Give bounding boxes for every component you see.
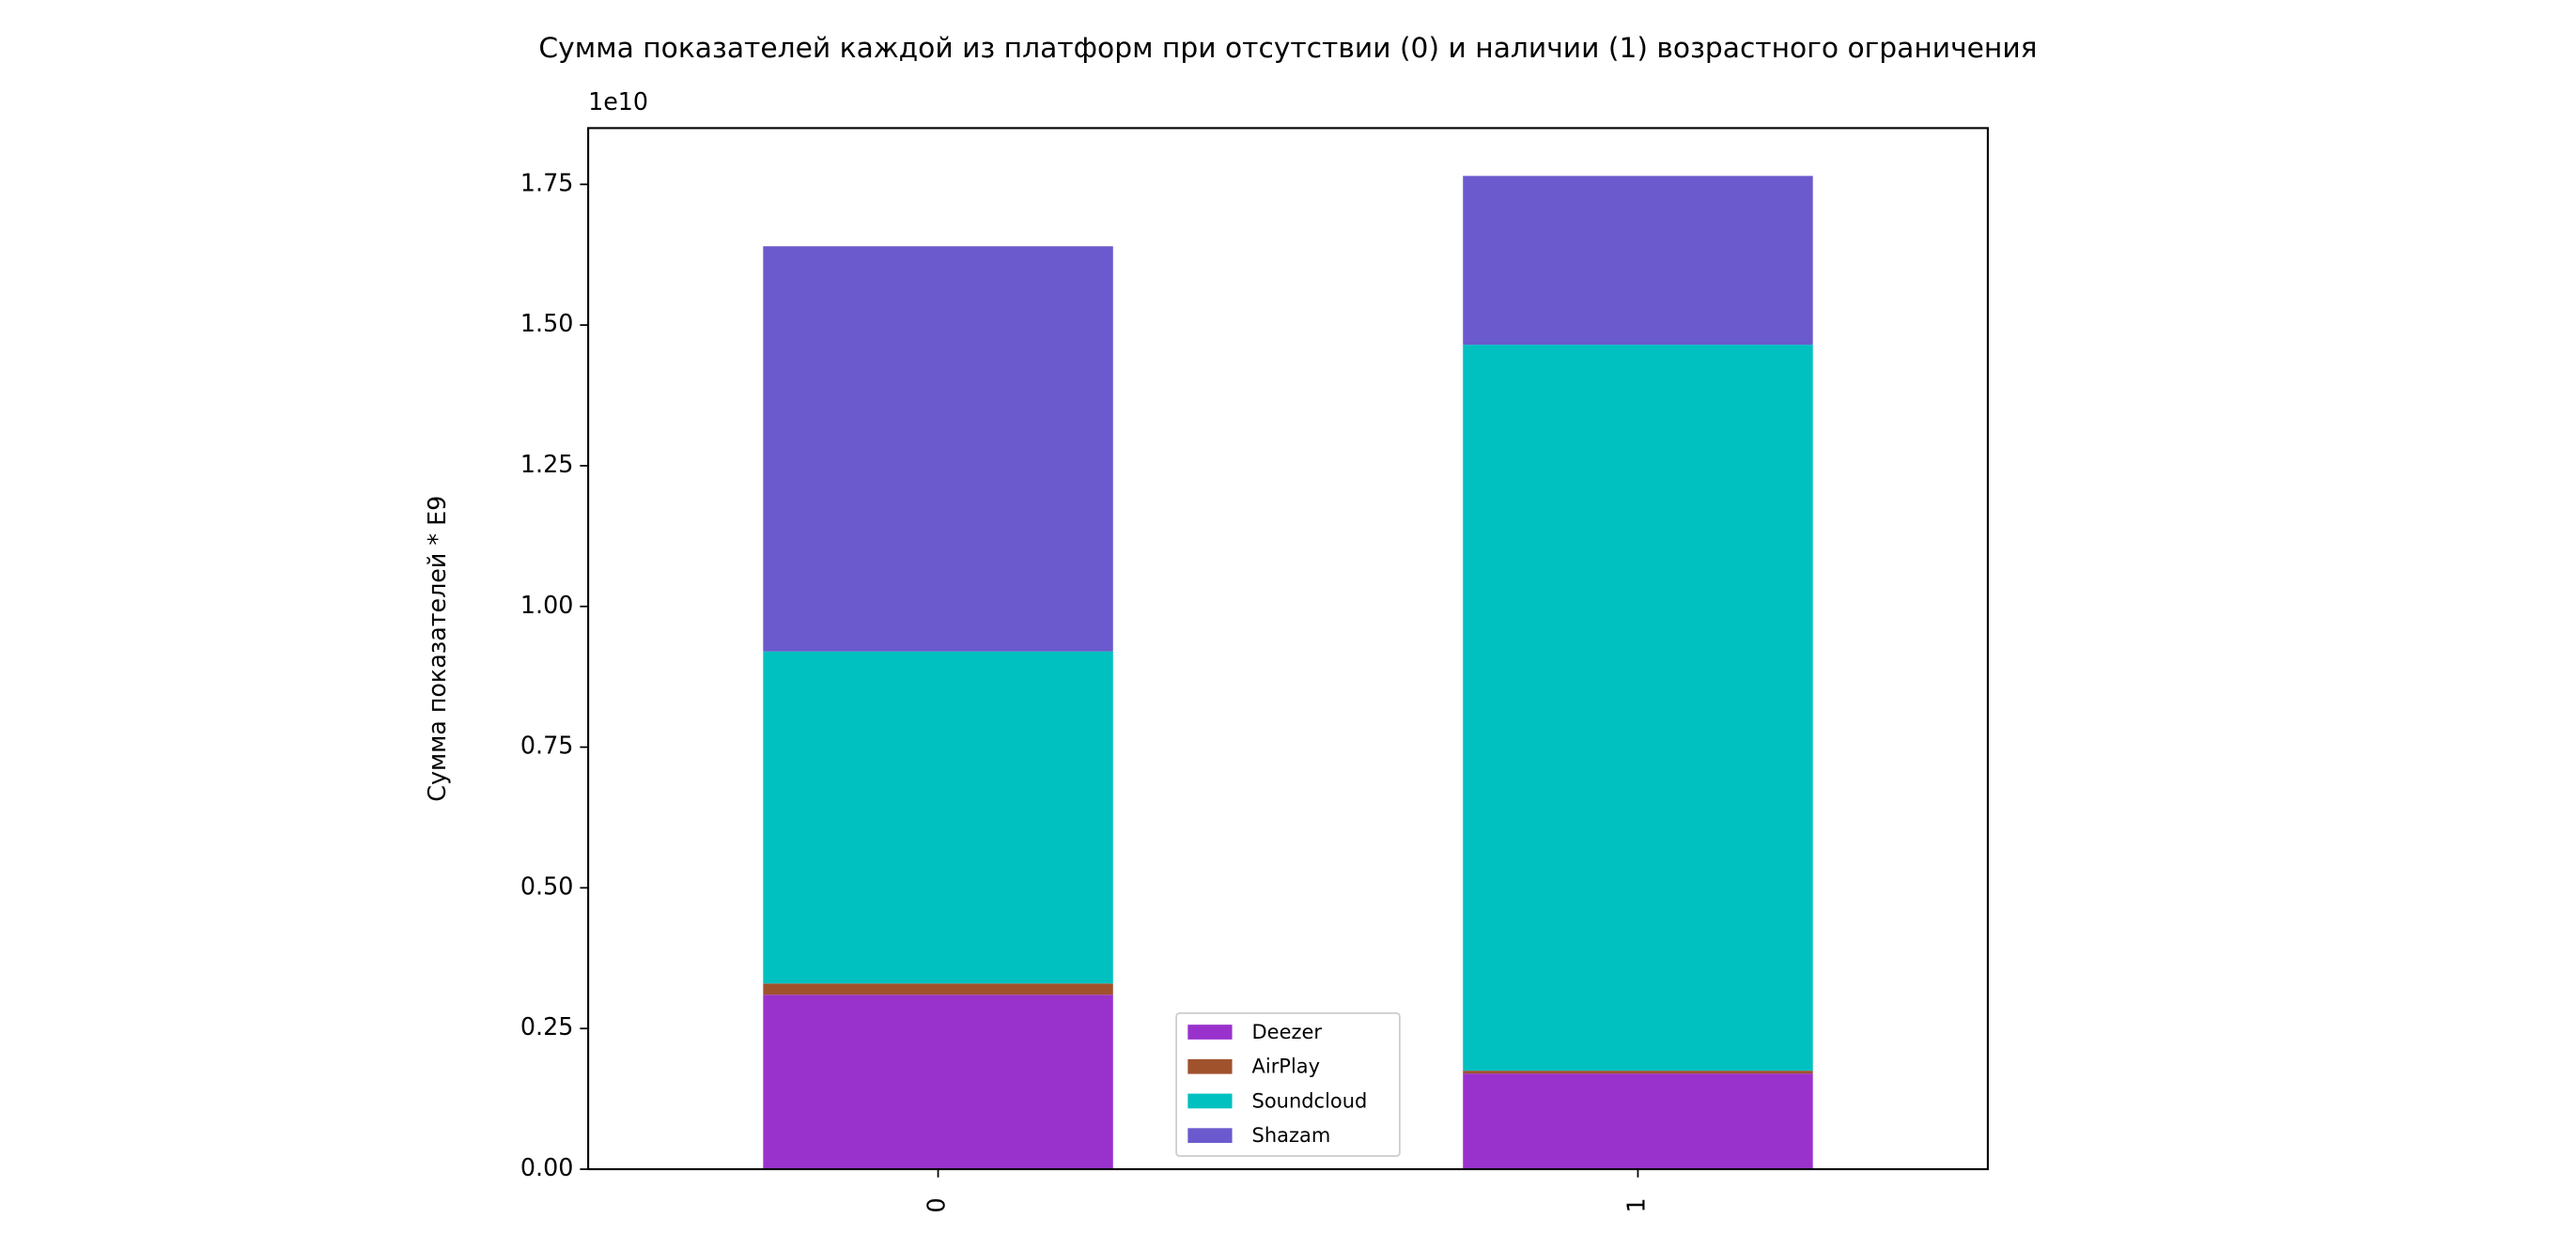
bar-segment (1463, 1073, 1813, 1170)
legend-label: Deezer (1252, 1021, 1323, 1043)
bar-segment (763, 246, 1113, 652)
bar-segment (763, 983, 1113, 995)
chart-title: Сумма показателей каждой из платформ при… (538, 32, 2037, 65)
y-tick-label: 1.75 (520, 168, 573, 196)
bar-segment (763, 995, 1113, 1170)
axes-frame (587, 127, 1989, 1171)
y-tick-label: 1.00 (520, 591, 573, 619)
legend-label: AirPlay (1252, 1056, 1321, 1078)
bar-segment (1463, 1071, 1813, 1074)
bar-segment (1463, 345, 1813, 1072)
offset-text: 1e10 (588, 87, 648, 116)
bar-segment (763, 651, 1113, 984)
plot: 0.00 0.25 0.50 0.75 1.00 1.25 1.50 1.75 0 1 (520, 168, 1813, 1213)
y-tick-label: 1.50 (520, 309, 573, 337)
y-tick-label: 0.75 (520, 732, 573, 760)
x-tick-label: 0 (923, 1197, 951, 1212)
y-tick-label: 0.00 (520, 1153, 573, 1181)
legend-label: Soundcloud (1252, 1089, 1368, 1112)
legend-swatch (1187, 1058, 1233, 1074)
y-tick-label: 0.50 (520, 871, 573, 900)
legend-frame (1175, 1012, 1401, 1157)
y-axis-label: Сумма показателей * E9 (423, 496, 451, 802)
y-tick-label: 1.25 (520, 450, 573, 478)
x-tick-label: 1 (1622, 1197, 1650, 1212)
legend-label: Shazam (1252, 1124, 1331, 1147)
legend-swatch (1187, 1025, 1233, 1040)
bar-segment (1463, 176, 1813, 346)
y-tick-label: 0.25 (520, 1012, 573, 1041)
legend-swatch (1187, 1093, 1233, 1109)
legend-swatch (1187, 1128, 1233, 1144)
legend: Deezer AirPlay Soundcloud Shazam (1175, 1012, 1401, 1157)
